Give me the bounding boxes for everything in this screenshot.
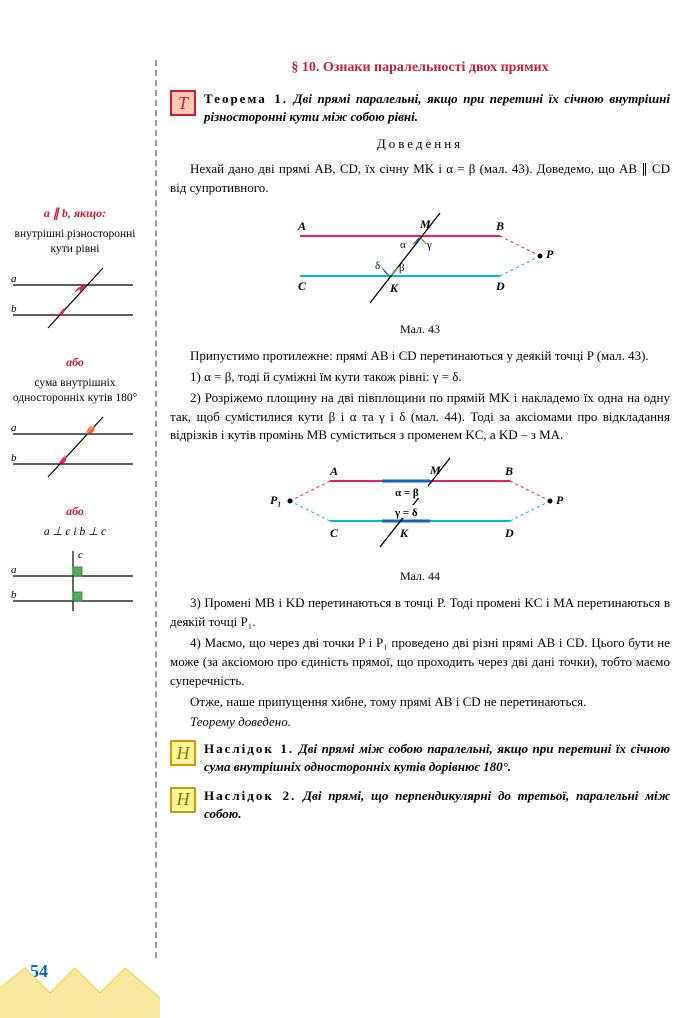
theorem-badge: Т bbox=[170, 90, 196, 116]
svg-text:α = β: α = β bbox=[395, 487, 419, 499]
p2: Припустимо протилежне: прямі AB і CD пер… bbox=[170, 347, 670, 366]
side-rule1-text: внутрішні різносторонні кути рівні bbox=[8, 227, 142, 257]
svg-text:b: b bbox=[11, 589, 17, 601]
p7: Отже, наше припущення хибне, тому прямі … bbox=[170, 693, 670, 712]
p3: 1) α = β, тоді й суміжні їм кути також р… bbox=[170, 368, 670, 387]
side-rule3-text: a ⊥ c і b ⊥ c bbox=[8, 525, 142, 540]
side-fig-3: a b c bbox=[8, 546, 142, 620]
side-or-1: або bbox=[8, 355, 142, 370]
svg-text:C: C bbox=[330, 526, 339, 540]
cor2-label: Наслідок 2. bbox=[204, 788, 296, 803]
svg-text:a: a bbox=[11, 273, 17, 285]
svg-text:c: c bbox=[78, 549, 83, 561]
svg-text:a: a bbox=[11, 422, 17, 434]
side-or-2: або bbox=[8, 504, 142, 519]
section-title: § 10. Ознаки паралельності двох прямих bbox=[170, 60, 670, 76]
corollary-badge-2: Н bbox=[170, 787, 196, 813]
svg-text:M: M bbox=[429, 463, 441, 477]
svg-text:P: P bbox=[556, 493, 564, 507]
corollary-1: Н Наслідок 1. Дві прямі між собою парале… bbox=[170, 740, 670, 776]
side-rule1-title: a ∥ b, якщо: bbox=[8, 206, 142, 221]
svg-text:δ: δ bbox=[375, 260, 380, 272]
p5: 3) Промені MB і KD перетинаються в точці… bbox=[170, 594, 670, 632]
theorem-1: Т Теорема 1. Дві прямі паралельні, якщо … bbox=[170, 90, 670, 126]
svg-text:D: D bbox=[495, 279, 505, 293]
svg-text:P: P bbox=[546, 247, 554, 261]
cor1-label: Наслідок 1. bbox=[204, 741, 294, 756]
svg-text:A: A bbox=[329, 464, 338, 478]
svg-text:D: D bbox=[504, 526, 514, 540]
svg-text:b: b bbox=[11, 303, 17, 315]
svg-text:K: K bbox=[399, 526, 409, 540]
sidebar: a ∥ b, якщо: внутрішні різносторонні кут… bbox=[0, 0, 150, 1018]
figure-44: A M B C K D P P₁ α = β γ = δ Мал. 44 bbox=[170, 455, 670, 584]
svg-text:P₁: P₁ bbox=[270, 493, 282, 507]
svg-text:B: B bbox=[495, 219, 504, 233]
svg-text:C: C bbox=[298, 279, 307, 293]
svg-text:γ: γ bbox=[426, 239, 432, 251]
svg-text:B: B bbox=[504, 464, 513, 478]
footer-decoration bbox=[0, 968, 160, 1018]
p6: 4) Маємо, що через дві точки P і P₁ пров… bbox=[170, 634, 670, 691]
svg-text:a: a bbox=[11, 564, 17, 576]
fig43-caption: Мал. 43 bbox=[170, 322, 670, 337]
p4: 2) Розріжемо площину на дві півплощини п… bbox=[170, 389, 670, 446]
svg-text:b: b bbox=[11, 452, 17, 464]
theorem-1-label: Теорема 1. bbox=[204, 91, 288, 106]
figure-43: A M B C K D P α γ δ β Мал. 43 bbox=[170, 208, 670, 337]
p1: Нехай дано дві прямі AB, CD, їх січну MK… bbox=[170, 160, 670, 198]
vertical-divider bbox=[155, 60, 157, 958]
p8: Теорему доведено. bbox=[170, 713, 670, 732]
svg-text:β: β bbox=[399, 262, 405, 274]
svg-text:γ = δ: γ = δ bbox=[394, 507, 418, 519]
corollary-2: Н Наслідок 2. Дві прямі, що перпендикуля… bbox=[170, 787, 670, 823]
side-fig-1: a b bbox=[8, 263, 142, 337]
main-content: § 10. Ознаки паралельності двох прямих Т… bbox=[150, 0, 700, 1018]
fig44-caption: Мал. 44 bbox=[170, 569, 670, 584]
svg-text:M: M bbox=[419, 217, 431, 231]
corollary-badge-1: Н bbox=[170, 740, 196, 766]
proof-title: Доведення bbox=[170, 136, 670, 152]
svg-text:α: α bbox=[400, 239, 406, 251]
svg-text:A: A bbox=[297, 219, 306, 233]
side-fig-2: a b bbox=[8, 412, 142, 486]
svg-text:K: K bbox=[389, 281, 399, 295]
side-rule2-text: сума внутрішніх односторонніх кутів 180° bbox=[8, 376, 142, 406]
